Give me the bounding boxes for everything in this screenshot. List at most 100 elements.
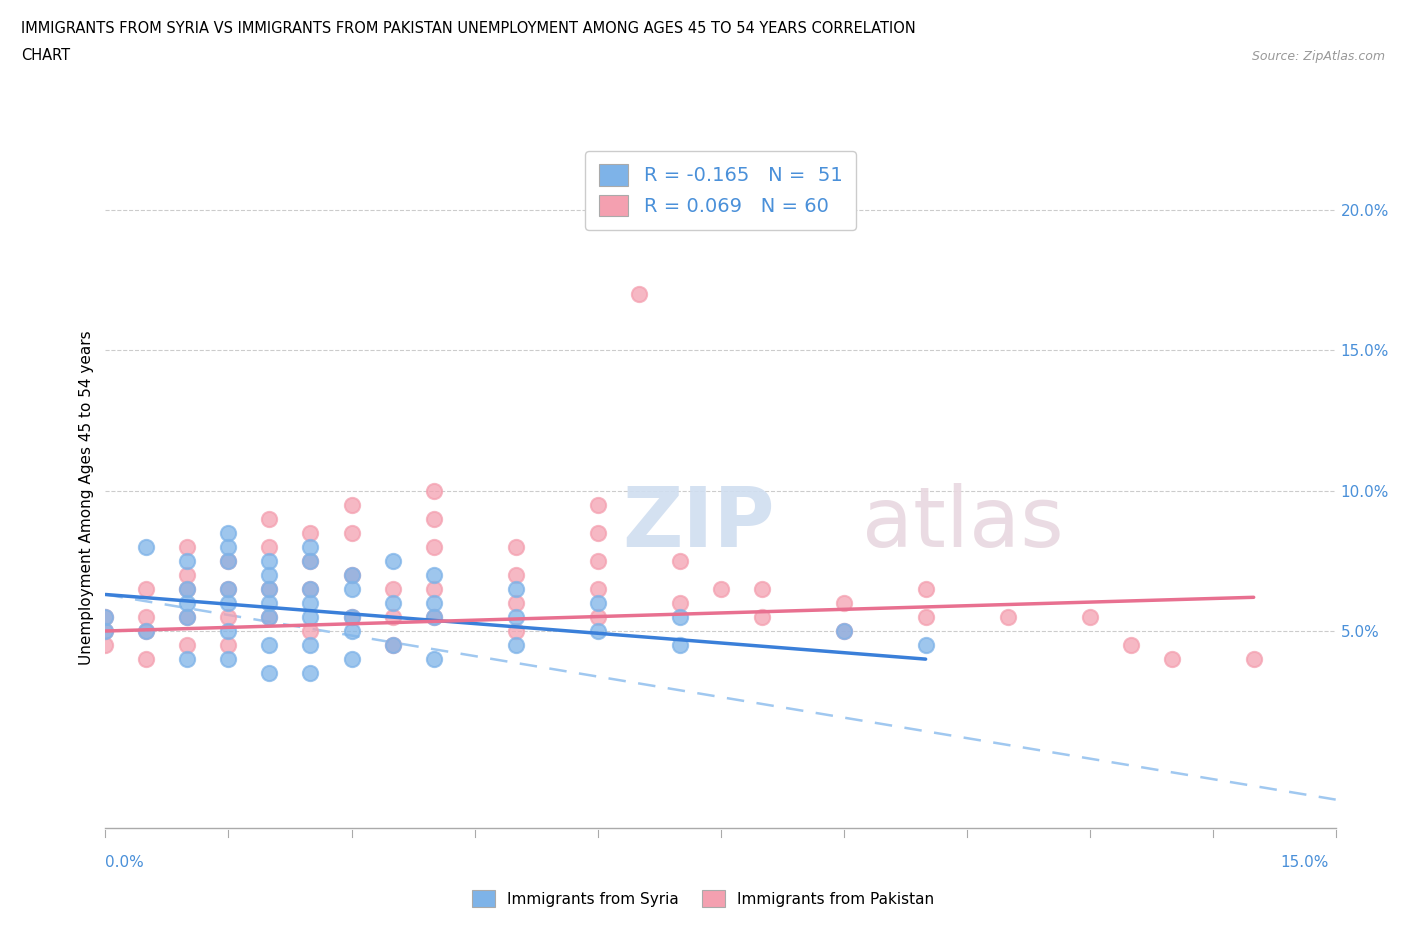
Point [668, 638, 690, 653]
Point [340, 624, 363, 639]
Point [381, 553, 404, 568]
Point [218, 525, 240, 540]
Point [505, 638, 527, 653]
Point [299, 666, 322, 681]
Point [668, 553, 690, 568]
Point [176, 581, 198, 596]
Point [1119, 638, 1142, 653]
Point [586, 609, 609, 624]
Point [914, 581, 936, 596]
Point [218, 624, 240, 639]
Point [668, 609, 690, 624]
Point [422, 539, 444, 554]
Point [1243, 652, 1265, 667]
Point [176, 595, 198, 610]
Point [299, 553, 322, 568]
Point [299, 539, 322, 554]
Point [914, 638, 936, 653]
Point [668, 595, 690, 610]
Point [505, 567, 527, 582]
Point [381, 638, 404, 653]
Point [94, 609, 117, 624]
Legend: R = -0.165   N =  51, R = 0.069   N = 60: R = -0.165 N = 51, R = 0.069 N = 60 [585, 151, 856, 230]
Point [751, 609, 773, 624]
Point [340, 525, 363, 540]
Point [340, 652, 363, 667]
Point [218, 553, 240, 568]
Point [710, 581, 733, 596]
Point [135, 581, 157, 596]
Point [259, 553, 281, 568]
Point [505, 581, 527, 596]
Point [218, 638, 240, 653]
Point [340, 581, 363, 596]
Point [94, 638, 117, 653]
Point [259, 609, 281, 624]
Point [422, 595, 444, 610]
Point [94, 609, 117, 624]
Point [505, 624, 527, 639]
Point [832, 624, 855, 639]
Point [259, 581, 281, 596]
Point [299, 638, 322, 653]
Point [176, 567, 198, 582]
Point [586, 595, 609, 610]
Point [218, 539, 240, 554]
Text: ZIP: ZIP [621, 484, 775, 565]
Point [340, 498, 363, 512]
Point [381, 595, 404, 610]
Text: 0.0%: 0.0% [105, 855, 145, 870]
Point [340, 609, 363, 624]
Point [259, 581, 281, 596]
Point [135, 624, 157, 639]
Point [381, 638, 404, 653]
Point [176, 539, 198, 554]
Point [505, 595, 527, 610]
Point [832, 624, 855, 639]
Point [176, 638, 198, 653]
Point [299, 581, 322, 596]
Point [505, 539, 527, 554]
Point [259, 595, 281, 610]
Point [135, 624, 157, 639]
Point [299, 581, 322, 596]
Point [422, 652, 444, 667]
Point [94, 624, 117, 639]
Point [218, 581, 240, 596]
Point [1160, 652, 1182, 667]
Point [259, 638, 281, 653]
Y-axis label: Unemployment Among Ages 45 to 54 years: Unemployment Among Ages 45 to 54 years [79, 330, 94, 665]
Point [505, 609, 527, 624]
Point [422, 609, 444, 624]
Point [340, 567, 363, 582]
Point [176, 581, 198, 596]
Point [176, 609, 198, 624]
Point [422, 512, 444, 526]
Point [135, 609, 157, 624]
Point [422, 581, 444, 596]
Text: CHART: CHART [21, 48, 70, 63]
Text: IMMIGRANTS FROM SYRIA VS IMMIGRANTS FROM PAKISTAN UNEMPLOYMENT AMONG AGES 45 TO : IMMIGRANTS FROM SYRIA VS IMMIGRANTS FROM… [21, 20, 915, 35]
Point [586, 525, 609, 540]
Legend: Immigrants from Syria, Immigrants from Pakistan: Immigrants from Syria, Immigrants from P… [465, 884, 941, 913]
Point [340, 609, 363, 624]
Point [218, 581, 240, 596]
Point [914, 609, 936, 624]
Point [586, 624, 609, 639]
Point [299, 595, 322, 610]
Point [832, 595, 855, 610]
Point [422, 609, 444, 624]
Point [381, 609, 404, 624]
Point [422, 483, 444, 498]
Point [381, 581, 404, 596]
Point [259, 609, 281, 624]
Point [586, 553, 609, 568]
Point [135, 652, 157, 667]
Point [299, 553, 322, 568]
Point [259, 666, 281, 681]
Point [218, 553, 240, 568]
Point [751, 581, 773, 596]
Point [135, 539, 157, 554]
Point [176, 553, 198, 568]
Point [627, 286, 650, 301]
